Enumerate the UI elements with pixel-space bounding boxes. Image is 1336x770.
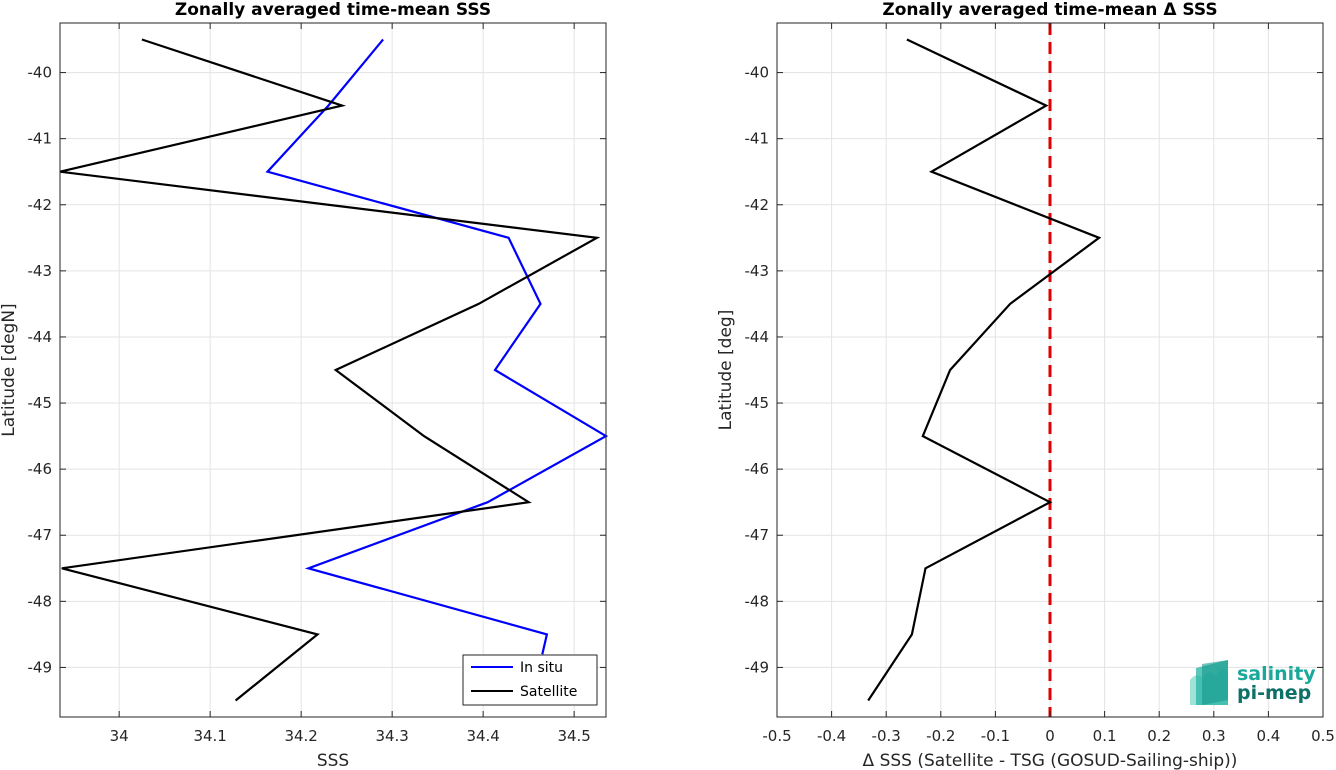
y-tick-label: -49 [745, 658, 770, 676]
left-grid [60, 23, 606, 717]
right-x-axis-label: Δ SSS (Satellite - TSG (GOSUD-Sailing-sh… [863, 751, 1238, 770]
y-tick-label: -47 [745, 526, 770, 544]
y-tick-label: -46 [28, 460, 53, 478]
y-tick-label: -44 [28, 328, 53, 346]
series-line-delta-sss [867, 38, 1102, 702]
right-ticks: -0.5 -0.4 -0.3 -0.2 -0.1 0 0.1 0.2 0.3 0.4 0.5 -40 -… [745, 23, 1335, 745]
x-tick-label: 34.3 [375, 727, 408, 745]
left-y-axis-label: Latitude [degN] [0, 303, 19, 436]
x-tick-label: 0.3 [1202, 727, 1226, 745]
y-tick-label: -48 [745, 592, 770, 610]
right-chart-title: Zonally averaged time-mean Δ SSS [882, 0, 1217, 20]
left-series [59, 38, 609, 702]
x-tick-label: 34.4 [466, 727, 499, 745]
right-series [867, 23, 1102, 717]
logo-text-salinity: salinity [1237, 663, 1316, 685]
x-tick-label: -0.5 [762, 727, 791, 745]
series-line-in-situ [265, 38, 609, 655]
y-tick-label: -45 [745, 394, 770, 412]
x-tick-label: 0.4 [1256, 727, 1280, 745]
x-tick-label: 34.5 [557, 727, 590, 745]
y-tick-label: -46 [745, 460, 770, 478]
x-tick-label: 0.2 [1147, 727, 1171, 745]
legend-label-in-situ: In situ [520, 660, 563, 676]
y-tick-label: -41 [745, 130, 770, 148]
left-ticks: 34 34.1 34.2 34.3 34.4 34.5 -40 -41 -42 -43 -44 -45… [28, 23, 606, 745]
y-tick-label: -40 [745, 64, 770, 82]
left-panel: 34 34.1 34.2 34.3 34.4 34.5 -40 -41 -42 -43 -44 -45… [0, 0, 609, 770]
salinity-pi-mep-logo: salinity pi-mep [1190, 660, 1316, 705]
logo-text-pi-mep: pi-mep [1237, 682, 1311, 704]
y-tick-label: -43 [28, 262, 53, 280]
left-plot-area [60, 23, 606, 717]
x-tick-label: -0.1 [981, 727, 1010, 745]
legend-box [462, 654, 598, 706]
y-tick-label: -47 [28, 526, 53, 544]
logo-emblem [1190, 660, 1228, 705]
x-tick-label: 0.1 [1093, 727, 1117, 745]
y-tick-label: -41 [28, 130, 53, 148]
x-tick-label: 34 [110, 727, 129, 745]
x-tick-label: 34.1 [193, 727, 226, 745]
legend-label-satellite: Satellite [520, 684, 577, 700]
y-tick-label: -49 [28, 658, 53, 676]
y-tick-label: -42 [28, 196, 53, 214]
legend: In situ Satellite [462, 654, 598, 706]
x-tick-label: 34.2 [284, 727, 317, 745]
y-tick-label: -42 [745, 196, 770, 214]
right-panel: -0.5 -0.4 -0.3 -0.2 -0.1 0 0.1 0.2 0.3 0.4 0.5 -40 -… [716, 0, 1335, 770]
y-tick-label: -40 [28, 64, 53, 82]
x-tick-label: -0.4 [817, 727, 846, 745]
left-x-axis-label: SSS [317, 751, 349, 770]
x-tick-label: 0.5 [1311, 727, 1335, 745]
x-tick-label: 0 [1045, 727, 1055, 745]
left-chart-title: Zonally averaged time-mean SSS [175, 0, 491, 20]
y-tick-label: -45 [28, 394, 53, 412]
series-line-satellite [59, 38, 601, 702]
right-y-axis-label: Latitude [deg] [716, 310, 736, 431]
y-tick-label: -44 [745, 328, 770, 346]
y-tick-label: -48 [28, 592, 53, 610]
y-tick-label: -43 [745, 262, 770, 280]
left-axes-frame [59, 22, 607, 718]
x-tick-label: -0.2 [926, 727, 955, 745]
x-tick-label: -0.3 [872, 727, 901, 745]
